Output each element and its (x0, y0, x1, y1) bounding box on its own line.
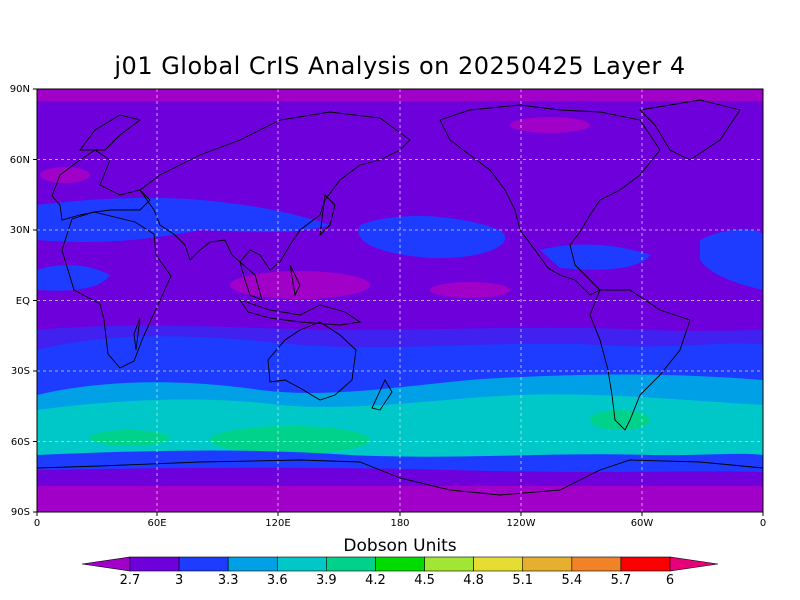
colorbar-title: Dobson Units (343, 536, 457, 556)
coastlines (37, 99, 763, 496)
field-low-patch (510, 117, 590, 133)
field-max-patch (90, 430, 170, 446)
colorbar-label: 6 (666, 573, 674, 588)
coastline-asia (139, 111, 411, 271)
colorbar-swatch (129, 556, 180, 572)
y-tick-label: 90S (11, 507, 30, 518)
field-max-patch (590, 410, 650, 430)
colorbar-swatch (473, 556, 524, 572)
coastline-scandinavia (79, 114, 142, 151)
colorbar-label: 4.5 (414, 573, 435, 588)
coastline-madagascar (133, 317, 141, 351)
y-tick-label: EQ (16, 296, 30, 307)
field-blob (37, 197, 330, 242)
field-blob (358, 215, 506, 259)
coastline-north-america (439, 104, 661, 296)
colorbar-max-arrow (669, 556, 719, 572)
field-blob (700, 229, 763, 290)
colorbar-label: 3.9 (316, 573, 337, 588)
colorbar-swatch (522, 556, 573, 572)
coastline-antarctica (37, 459, 763, 496)
colorbar-label: 3 (175, 573, 183, 588)
coastline-new-zealand (371, 379, 393, 411)
x-tick-label: 0 (34, 518, 40, 529)
colorbar-label: 5.7 (611, 573, 632, 588)
colorbar: 2.7 3 3.3 3.6 3.9 4.2 4.5 4.8 5.1 5.4 5.7 6 (81, 556, 719, 588)
x-tick-label: 120W (507, 518, 536, 529)
colorbar-swatch (326, 556, 376, 572)
x-tick-label: 0 (760, 518, 766, 529)
colorbar-label: 5.4 (561, 573, 582, 588)
field-blob (540, 244, 650, 270)
colorbar-label: 5.1 (512, 573, 533, 588)
x-tick-label: 60E (147, 518, 166, 529)
x-tick-label: 180 (390, 518, 409, 529)
y-tick-label: 60N (10, 155, 30, 166)
field-low-patch (430, 282, 510, 298)
y-tick-label: 30N (10, 225, 30, 236)
y-axis: 90N 60N 30N EQ 30S 60S 90S (10, 84, 37, 518)
colorbar-swatch (276, 556, 327, 572)
colorbar-label: 4.8 (463, 573, 484, 588)
coastline-africa (61, 211, 172, 369)
coastline-south-america (589, 289, 691, 431)
coastline-indochina (239, 260, 263, 301)
graticule (37, 89, 763, 512)
colorbar-swatch (178, 556, 229, 572)
colorbar-label: 3.6 (267, 573, 288, 588)
coastline-japan (319, 194, 336, 237)
coastline-philippines (289, 264, 301, 297)
map-title: j01 Global CrIS Analysis on 20250425 Lay… (114, 52, 686, 80)
x-tick-label: 120E (265, 518, 290, 529)
coastline-indonesia (238, 299, 362, 326)
colorbar-swatch (424, 556, 474, 572)
colorbar-label: 2.7 (120, 573, 141, 588)
field-low-patch (40, 167, 90, 183)
y-tick-label: 60S (11, 437, 30, 448)
colorbar-label: 4.2 (365, 573, 386, 588)
colorbar-swatch (571, 556, 622, 572)
x-axis: 0 60E 120E 180 120W 60W 0 (34, 512, 766, 529)
colorbar-min-arrow (81, 556, 131, 572)
colorbar-swatch (227, 556, 278, 572)
coastline-greenland (639, 99, 741, 161)
field-blob (37, 265, 110, 291)
coastline-europe (51, 149, 151, 221)
y-tick-label: 30S (11, 366, 30, 377)
colorbar-swatch (620, 556, 671, 572)
x-tick-label: 60W (631, 518, 654, 529)
coastline-australia (267, 321, 357, 401)
y-tick-label: 90N (10, 84, 30, 95)
colorbar-label: 3.3 (218, 573, 239, 588)
colorbar-swatch (375, 556, 425, 572)
field-max-patch (210, 426, 370, 454)
